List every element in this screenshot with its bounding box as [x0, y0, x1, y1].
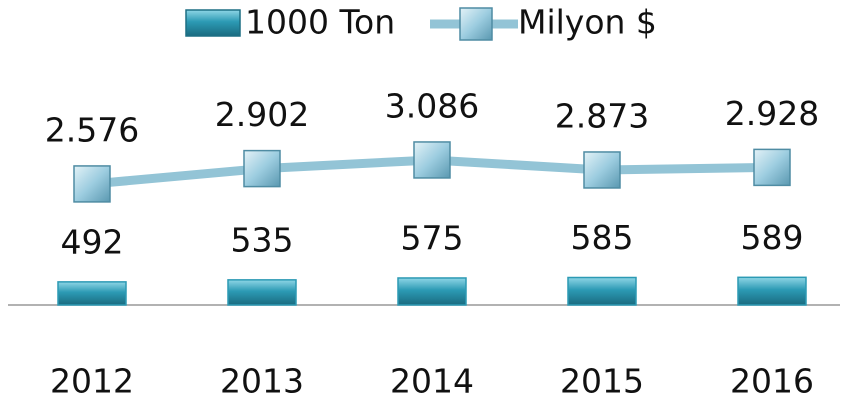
- bar: [397, 277, 467, 306]
- data-label: 535: [231, 220, 294, 259]
- bar: [57, 281, 127, 306]
- marker: [753, 148, 791, 187]
- bar: [227, 279, 297, 306]
- bar: [567, 276, 637, 306]
- x-tick-label: 2016: [730, 362, 814, 401]
- x-tick-label: 2013: [220, 362, 304, 401]
- data-label: 575: [401, 218, 464, 257]
- legend-marker-swatch: [459, 7, 493, 41]
- data-label: 2.576: [45, 110, 139, 149]
- data-label: 585: [571, 218, 634, 257]
- legend-bar-swatch: [185, 9, 241, 37]
- bar: [737, 276, 807, 306]
- legend-label: Milyon $: [518, 3, 657, 42]
- data-label: 3.086: [385, 86, 479, 125]
- data-label: 589: [741, 218, 804, 257]
- legend-label: 1000 Ton: [245, 3, 395, 42]
- marker: [413, 141, 451, 179]
- data-label: 2.873: [555, 96, 649, 135]
- marker: [583, 151, 621, 189]
- legend: 1000 Ton Milyon $: [185, 3, 657, 42]
- marker: [243, 149, 281, 188]
- x-tick-label: 2015: [560, 362, 644, 401]
- data-label: 492: [61, 222, 124, 261]
- x-tick-label: 2014: [390, 362, 474, 401]
- data-label: 2.928: [725, 94, 819, 133]
- x-tick-label: 2012: [50, 362, 134, 401]
- marker: [73, 165, 111, 203]
- data-label: 2.902: [215, 95, 309, 134]
